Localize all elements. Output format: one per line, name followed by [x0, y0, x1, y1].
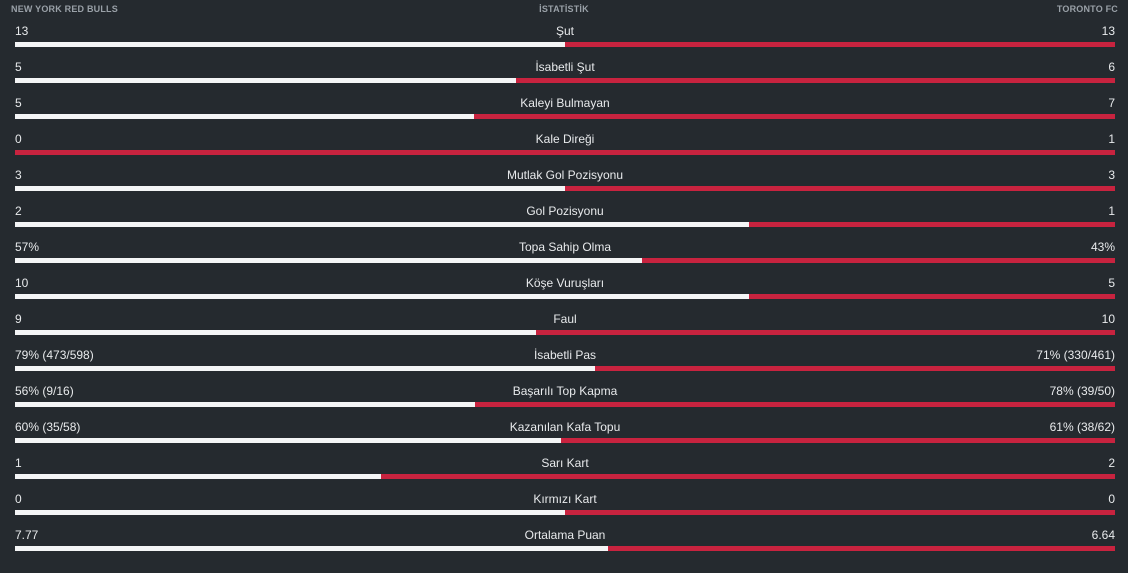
stat-row: 0 Kırmızı Kart 0	[15, 488, 1115, 524]
home-share-fill	[15, 294, 749, 299]
home-share-fill	[15, 474, 382, 479]
home-share-fill	[15, 186, 565, 191]
stat-label: Gol Pozisyonu	[526, 204, 604, 218]
home-stat-value: 1	[15, 456, 22, 470]
home-stat-value: 0	[15, 492, 22, 506]
stat-row: 3 Mutlak Gol Pozisyonu 3	[15, 164, 1115, 200]
away-stat-value: 5	[1108, 276, 1115, 290]
stat-comparison-bar	[15, 114, 1115, 119]
stat-comparison-bar	[15, 258, 1115, 263]
home-share-fill	[15, 258, 642, 263]
home-share-fill	[15, 330, 537, 335]
home-share-fill	[15, 510, 565, 515]
stat-label: Mutlak Gol Pozisyonu	[506, 168, 624, 182]
stat-row: 60% (35/58) Kazanılan Kafa Topu 61% (38/62…	[15, 416, 1115, 452]
home-stat-value: 79% (473/598)	[15, 348, 94, 362]
stat-comparison-bar	[15, 366, 1115, 371]
stat-comparison-bar	[15, 330, 1115, 335]
stat-comparison-bar	[15, 42, 1115, 47]
home-stat-value: 13	[15, 24, 29, 38]
stat-row: 0 Kale Direği 1	[15, 128, 1115, 164]
home-share-fill	[15, 366, 595, 371]
home-stat-value: 5	[15, 96, 22, 110]
stat-row: 2 Gol Pozisyonu 1	[15, 200, 1115, 236]
away-stat-value: 7	[1108, 96, 1115, 110]
stat-label: Topa Sahip Olma	[518, 240, 612, 254]
home-stat-value: 5	[15, 60, 22, 74]
away-stat-value: 10	[1101, 312, 1115, 326]
stat-comparison-bar	[15, 186, 1115, 191]
stat-comparison-bar	[15, 294, 1115, 299]
home-stat-value: 3	[15, 168, 22, 182]
away-stat-value: 6.64	[1091, 528, 1115, 542]
away-team-name: TORONTO FC	[1056, 4, 1118, 14]
home-stat-value: 9	[15, 312, 22, 326]
away-stat-value: 78% (39/50)	[1049, 384, 1115, 398]
away-stat-value: 43%	[1090, 240, 1115, 254]
stats-header: NEW YORK RED BULLS İSTATİSTİK TORONTO FC	[0, 0, 1128, 16]
stat-row: 9 Faul 10	[15, 308, 1115, 344]
stat-row: 79% (473/598) İsabetli Pas 71% (330/461)	[15, 344, 1115, 380]
stat-row: 7.77 Ortalama Puan 6.64	[15, 524, 1115, 560]
home-share-fill	[15, 42, 565, 47]
stat-row: 57% Topa Sahip Olma 43%	[15, 236, 1115, 272]
home-share-fill	[15, 114, 474, 119]
home-share-fill	[15, 402, 475, 407]
stat-comparison-bar	[15, 78, 1115, 83]
stat-row: 13 Şut 13	[15, 20, 1115, 56]
home-stat-value: 0	[15, 132, 22, 146]
away-stat-value: 13	[1101, 24, 1115, 38]
stat-label: İsabetli Şut	[535, 60, 595, 74]
away-stat-value: 1	[1108, 204, 1115, 218]
away-stat-value: 1	[1108, 132, 1115, 146]
stat-label: Ortalama Puan	[524, 528, 606, 542]
stat-label: Kale Direği	[535, 132, 595, 146]
away-stat-value: 3	[1108, 168, 1115, 182]
stat-label: Sarı Kart	[541, 456, 589, 470]
stat-label: Kırmızı Kart	[533, 492, 597, 506]
stat-comparison-bar	[15, 510, 1115, 515]
home-team-name: NEW YORK RED BULLS	[11, 4, 118, 14]
stat-comparison-bar	[15, 474, 1115, 479]
stat-label: Köşe Vuruşları	[525, 276, 605, 290]
stat-label: Kazanılan Kafa Topu	[509, 420, 621, 434]
home-stat-value: 10	[15, 276, 29, 290]
home-share-fill	[15, 546, 608, 551]
home-share-fill	[15, 438, 561, 443]
away-stat-value: 71% (330/461)	[1036, 348, 1115, 362]
stat-comparison-bar	[15, 150, 1115, 155]
stat-row: 5 İsabetli Şut 6	[15, 56, 1115, 92]
stat-row: 1 Sarı Kart 2	[15, 452, 1115, 488]
home-stat-value: 2	[15, 204, 22, 218]
stat-row: 56% (9/16) Başarılı Top Kapma 78% (39/50)	[15, 380, 1115, 416]
stats-list: 13 Şut 13 5 İsabetli Şut 6 5 Kaleyi Bulmayan 7 0 K…	[15, 20, 1115, 560]
stat-label: Başarılı Top Kapma	[512, 384, 618, 398]
stat-comparison-bar	[15, 222, 1115, 227]
away-stat-value: 0	[1108, 492, 1115, 506]
stats-title: İSTATİSTİK	[539, 4, 589, 14]
stat-label: Kaleyi Bulmayan	[520, 96, 610, 110]
home-stat-value: 56% (9/16)	[15, 384, 74, 398]
stat-label: İsabetli Pas	[533, 348, 597, 362]
stat-row: 10 Köşe Vuruşları 5	[15, 272, 1115, 308]
away-stat-value: 2	[1108, 456, 1115, 470]
away-stat-value: 61% (38/62)	[1049, 420, 1115, 434]
away-stat-value: 6	[1108, 60, 1115, 74]
stat-comparison-bar	[15, 438, 1115, 443]
stat-comparison-bar	[15, 546, 1115, 551]
home-share-fill	[15, 78, 516, 83]
stat-comparison-bar	[15, 402, 1115, 407]
home-stat-value: 7.77	[15, 528, 39, 542]
home-share-fill	[15, 222, 749, 227]
home-stat-value: 60% (35/58)	[15, 420, 81, 434]
stat-label: Şut	[555, 24, 574, 38]
stat-label: Faul	[553, 312, 577, 326]
stat-row: 5 Kaleyi Bulmayan 7	[15, 92, 1115, 128]
home-stat-value: 57%	[15, 240, 40, 254]
